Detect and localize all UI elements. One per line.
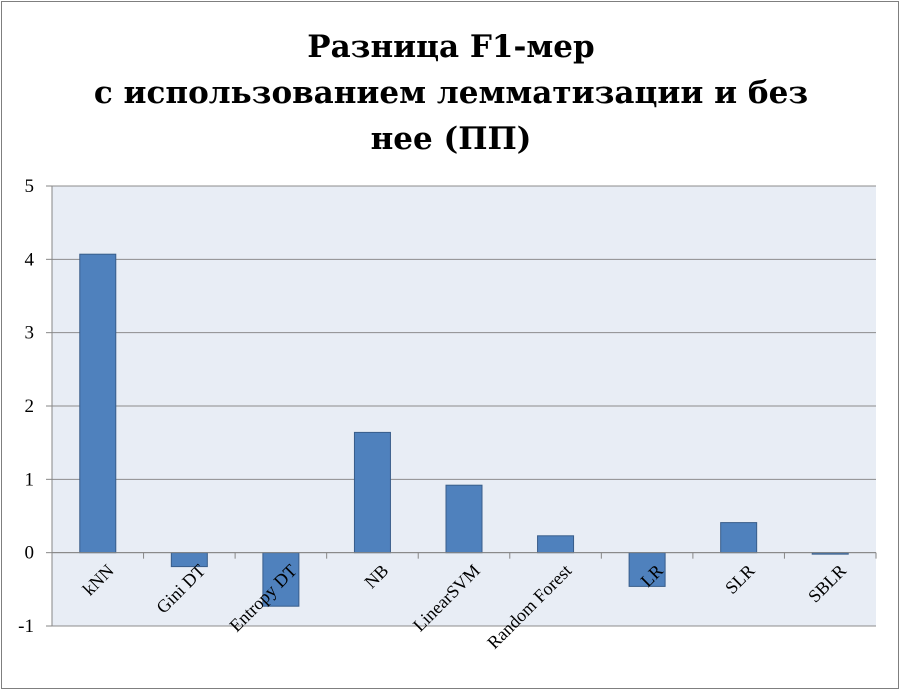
bars [79,253,849,607]
y-tick-label: 3 [25,323,35,344]
bar-gini-dt [170,552,208,568]
bar-entropy-dt [262,552,300,607]
chart-title-line-1: Разница F1-мер [307,29,595,65]
bar-nb [353,431,391,554]
bar-random-forest [537,535,575,554]
chart-title-line-2: с использованием лемматизации и без [93,75,809,111]
chart-title-line-3: нее (ПП) [370,121,532,157]
y-tick-labels: -1 0 1 2 3 4 5 [18,176,34,637]
y-tick-label: 5 [25,176,35,197]
y-tick-label: 2 [25,396,35,417]
bar-linearsvm [445,484,483,554]
y-tick-label: 1 [25,469,35,490]
chart-title: Разница F1-мер с использованием лемматиз… [0,24,902,162]
y-tick-label: 4 [25,249,35,270]
bar-knn [79,253,117,554]
bar-slr [720,522,758,554]
y-tick-label: -1 [18,616,34,637]
axes [46,185,877,627]
y-tick-label: 0 [25,543,35,564]
